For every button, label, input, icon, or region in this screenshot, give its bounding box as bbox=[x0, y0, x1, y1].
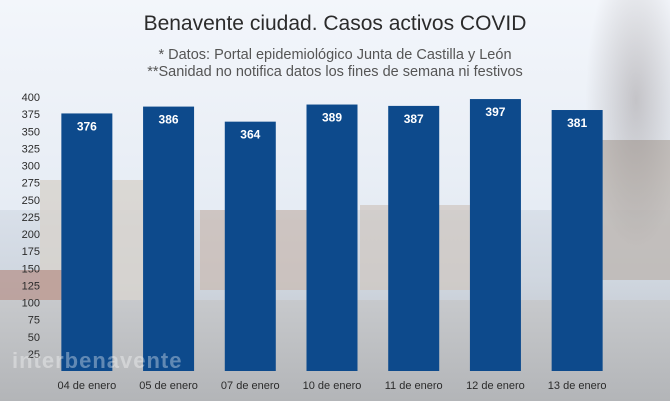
y-tick-label: 125 bbox=[22, 280, 40, 292]
bar bbox=[388, 105, 440, 371]
y-tick-label: 225 bbox=[22, 212, 40, 224]
y-tick-label: 400 bbox=[22, 92, 40, 104]
x-tick-label: 07 de enero bbox=[221, 380, 280, 392]
data-label: 381 bbox=[567, 116, 587, 130]
y-tick-label: 25 bbox=[28, 349, 40, 361]
data-label: 389 bbox=[322, 111, 342, 125]
y-tick-label: 300 bbox=[22, 161, 40, 173]
y-tick-label: 150 bbox=[22, 263, 40, 275]
bar bbox=[143, 106, 195, 371]
x-tick-label: 04 de enero bbox=[57, 380, 116, 392]
chart-subtitle-note: **Sanidad no notifica datos los fines de… bbox=[147, 64, 523, 80]
chart-subtitle-source: * Datos: Portal epidemiológico Junta de … bbox=[158, 47, 512, 63]
data-label: 364 bbox=[240, 128, 260, 142]
chart-title: Benavente ciudad. Casos activos COVID bbox=[143, 12, 527, 35]
y-tick-label: 200 bbox=[22, 229, 40, 241]
x-tick-label: 12 de enero bbox=[466, 380, 525, 392]
y-tick-label: 50 bbox=[28, 332, 40, 344]
y-tick-label: 175 bbox=[22, 246, 40, 258]
data-label: 387 bbox=[404, 112, 424, 126]
data-label: 397 bbox=[485, 105, 505, 119]
x-tick-label: 13 de enero bbox=[548, 380, 607, 392]
y-tick-label: 275 bbox=[22, 178, 40, 190]
y-tick-label: 350 bbox=[22, 126, 40, 138]
y-tick-label: 250 bbox=[22, 195, 40, 207]
y-tick-label: 325 bbox=[22, 143, 40, 155]
bar bbox=[61, 113, 113, 371]
watermark-logo: interbenavente bbox=[12, 348, 183, 373]
bar bbox=[224, 121, 276, 371]
data-label: 376 bbox=[77, 119, 97, 133]
bar bbox=[551, 110, 603, 371]
x-tick-label: 11 de enero bbox=[385, 380, 443, 392]
background-building bbox=[600, 140, 670, 280]
x-tick-label: 05 de enero bbox=[139, 380, 198, 392]
bar bbox=[469, 99, 521, 372]
bar bbox=[306, 104, 358, 371]
y-tick-label: 75 bbox=[28, 315, 40, 327]
y-tick-label: 100 bbox=[22, 298, 40, 310]
data-label: 386 bbox=[159, 113, 179, 127]
x-tick-label: 10 de enero bbox=[303, 380, 362, 392]
y-tick-label: 375 bbox=[22, 109, 40, 121]
